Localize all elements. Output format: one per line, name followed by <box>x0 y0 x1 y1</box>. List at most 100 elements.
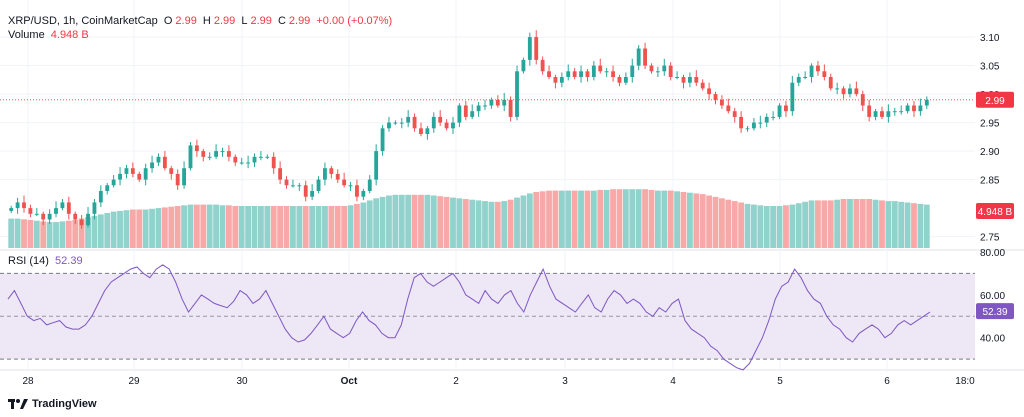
price-tick-label: 2.85 <box>980 176 1000 187</box>
candle-body <box>182 168 186 186</box>
candle-body <box>310 191 315 197</box>
candle-body <box>764 116 769 123</box>
volume-bar <box>398 194 405 248</box>
volume-bar <box>33 220 40 248</box>
candle-body <box>457 105 462 123</box>
candle-body <box>752 122 756 129</box>
volume-bar <box>494 201 501 248</box>
candle-body <box>617 77 622 83</box>
candle-body <box>803 77 808 78</box>
volume-bar <box>405 194 412 248</box>
volume-bar <box>328 206 335 248</box>
volume-bar <box>225 205 232 248</box>
volume-bar <box>206 204 213 248</box>
volume-bar <box>802 201 809 248</box>
volume-bar <box>815 200 821 248</box>
volume-bar <box>546 190 552 248</box>
candle-body <box>278 168 283 180</box>
candle-body <box>105 185 110 191</box>
candle-body <box>700 82 705 89</box>
footer-brand[interactable]: TradingView <box>8 398 97 410</box>
candle-body <box>387 122 391 129</box>
candle-body <box>553 77 558 83</box>
candle-body <box>547 71 551 77</box>
volume-bar <box>622 189 629 248</box>
rsi-value: 52.39 <box>55 255 83 267</box>
time-tick-label: 30 <box>236 376 248 387</box>
volume-bar <box>571 190 578 248</box>
volume-bar <box>341 206 348 248</box>
candle-body <box>585 71 590 77</box>
price-tick-label: 2.95 <box>980 119 1000 130</box>
volume-bar <box>885 201 892 248</box>
symbol-label[interactable]: XRP/USD, 1h, CoinMarketCap <box>8 15 158 27</box>
candle-body <box>860 94 865 106</box>
candle-body <box>719 99 724 106</box>
candle-body <box>790 82 795 112</box>
candle-body <box>124 168 129 174</box>
candle-body <box>194 145 199 152</box>
volume-bar <box>501 201 508 248</box>
candle-body <box>816 65 820 72</box>
volume-bar <box>187 204 194 248</box>
volume-bar <box>245 206 252 248</box>
candle-body <box>188 145 193 169</box>
price-tick-label: 3.10 <box>980 33 1000 44</box>
volume-bar <box>264 206 271 248</box>
volume-bar <box>751 204 757 248</box>
rsi-badge-bg <box>976 303 1014 320</box>
volume-badge: 4.948 B <box>976 203 1014 219</box>
volume-label[interactable]: Volume <box>8 29 45 41</box>
candle-body <box>111 179 116 186</box>
volume-bar <box>296 206 303 248</box>
volume-badge-bg <box>976 203 1014 219</box>
volume-bar <box>603 189 610 248</box>
candle-body <box>848 88 852 95</box>
candle-body <box>207 156 212 158</box>
volume-bar <box>898 201 905 248</box>
candle-body <box>559 77 564 83</box>
candle-body <box>86 213 90 226</box>
candle-body <box>796 77 801 83</box>
volume-bar <box>616 189 623 248</box>
candle-body <box>143 168 148 180</box>
volume-bar <box>731 201 738 248</box>
volume-bar <box>110 211 117 248</box>
volume-bar <box>334 206 341 248</box>
time-tick-label: 2 <box>453 376 459 387</box>
candle-body <box>60 202 65 209</box>
candle-body <box>771 116 776 118</box>
volume-bar <box>283 206 290 248</box>
volume-bar <box>53 222 59 248</box>
volume-bar <box>424 194 431 248</box>
volume-bar <box>78 218 85 248</box>
volume-bar <box>514 197 520 248</box>
low-value: 2.99 <box>250 15 272 27</box>
volume-bar <box>174 206 181 248</box>
time-tick-label: 28 <box>22 376 34 387</box>
candle-body <box>297 185 302 187</box>
volume-bar <box>507 199 514 248</box>
candle-body <box>47 213 52 220</box>
candle-body <box>291 185 295 187</box>
candle-body <box>489 99 494 106</box>
candle-body <box>258 156 263 158</box>
volume-bar <box>40 221 47 248</box>
volume-bar <box>539 191 546 248</box>
candle-body <box>22 202 26 209</box>
volume-bar <box>129 209 136 248</box>
rsi-label[interactable]: RSI (14) <box>8 255 49 267</box>
candle-body <box>758 122 763 124</box>
candle-body <box>476 105 481 112</box>
candle-body <box>246 162 251 164</box>
volume-bar <box>149 208 155 248</box>
candle-body <box>399 122 404 124</box>
volume-bar <box>155 208 162 248</box>
volume-bar <box>104 213 111 248</box>
volume-bar <box>565 190 572 248</box>
close-value: 2.99 <box>288 15 311 27</box>
volume-bar <box>277 206 284 248</box>
candle-body <box>611 71 615 77</box>
price-badge-bg <box>976 91 1014 108</box>
